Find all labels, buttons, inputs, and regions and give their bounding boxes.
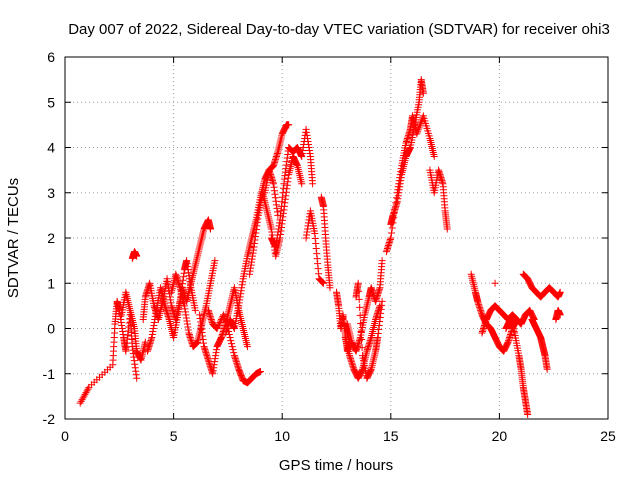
data-point bbox=[356, 311, 364, 319]
data-point bbox=[191, 306, 199, 314]
data-point bbox=[357, 319, 365, 327]
data-point bbox=[357, 328, 365, 336]
data-point bbox=[358, 336, 366, 344]
y-axis-label: SDTVAR / TECUs bbox=[5, 178, 22, 298]
y-tick-label: -2 bbox=[43, 411, 56, 427]
data-point bbox=[392, 199, 400, 207]
data-point bbox=[556, 311, 564, 319]
y-tick-label: -1 bbox=[43, 366, 56, 382]
x-axis-label: GPS time / hours bbox=[279, 457, 393, 474]
x-tick-label: 25 bbox=[600, 428, 616, 444]
y-tick-label: 0 bbox=[47, 321, 55, 337]
data-point bbox=[78, 396, 86, 404]
data-point bbox=[326, 284, 334, 292]
y-tick-label: 4 bbox=[47, 140, 55, 156]
data-point bbox=[388, 229, 396, 237]
grid-lines bbox=[65, 57, 608, 419]
data-point bbox=[216, 318, 224, 326]
data-point bbox=[230, 349, 238, 357]
x-tick-label: 10 bbox=[274, 428, 290, 444]
data-point bbox=[82, 389, 90, 397]
data-point bbox=[243, 343, 251, 351]
data-point bbox=[256, 367, 264, 375]
data-point bbox=[524, 410, 532, 418]
data-point bbox=[355, 295, 363, 303]
data-point bbox=[81, 390, 89, 398]
data-point bbox=[229, 346, 237, 354]
data-point bbox=[133, 252, 141, 260]
data-point bbox=[84, 385, 92, 393]
data-point bbox=[214, 323, 222, 331]
data-point bbox=[378, 297, 386, 305]
x-tick-label: 20 bbox=[492, 428, 508, 444]
data-point bbox=[355, 287, 363, 295]
data-point bbox=[207, 225, 215, 233]
data-point bbox=[309, 180, 317, 188]
data-point bbox=[226, 334, 234, 342]
data-point bbox=[83, 387, 91, 395]
data-point bbox=[390, 214, 398, 222]
data-point bbox=[228, 343, 236, 351]
data-point bbox=[378, 257, 386, 265]
data-point bbox=[298, 180, 306, 188]
data-point bbox=[391, 204, 399, 212]
data-point bbox=[285, 121, 293, 129]
data-point bbox=[419, 89, 427, 97]
x-tick-label: 0 bbox=[61, 428, 69, 444]
data-point bbox=[227, 337, 235, 345]
data-point bbox=[213, 325, 221, 332]
data-point bbox=[80, 392, 88, 400]
y-tick-label: 5 bbox=[47, 94, 55, 110]
data-point bbox=[491, 279, 499, 287]
data-point bbox=[443, 225, 451, 233]
data-point bbox=[393, 194, 401, 202]
data-point bbox=[556, 288, 564, 296]
data-point bbox=[354, 279, 362, 287]
data-point bbox=[358, 344, 366, 352]
data-point bbox=[430, 153, 438, 161]
y-tick-label: 6 bbox=[47, 49, 55, 65]
data-point bbox=[76, 399, 84, 407]
data-point bbox=[225, 331, 233, 339]
y-tick-label: 3 bbox=[47, 185, 55, 201]
data-point bbox=[387, 234, 395, 242]
x-tick-label: 15 bbox=[383, 428, 399, 444]
chart-title: Day 007 of 2022, Sidereal Day-to-day VTE… bbox=[68, 21, 610, 38]
x-tick-label: 5 bbox=[170, 428, 178, 444]
data-point bbox=[214, 321, 222, 329]
data-point bbox=[543, 365, 551, 373]
data-point bbox=[388, 224, 396, 232]
data-point bbox=[79, 394, 87, 402]
data-point bbox=[133, 374, 141, 382]
data-point bbox=[211, 257, 219, 265]
data-point bbox=[77, 397, 85, 405]
axis-ticks: 0 5 10 15 20 25 -2 -1 0 1 2 3 4 5 6 bbox=[43, 49, 616, 444]
data-point bbox=[356, 303, 364, 311]
data-point bbox=[215, 320, 223, 328]
data-points bbox=[76, 76, 564, 418]
y-tick-label: 1 bbox=[47, 275, 55, 291]
data-point bbox=[319, 279, 327, 287]
y-tick-label: 2 bbox=[47, 230, 55, 246]
data-point bbox=[390, 209, 398, 217]
plot-frame bbox=[64, 56, 609, 420]
data-point bbox=[389, 219, 397, 227]
data-point bbox=[376, 302, 384, 310]
data-point bbox=[228, 340, 236, 348]
